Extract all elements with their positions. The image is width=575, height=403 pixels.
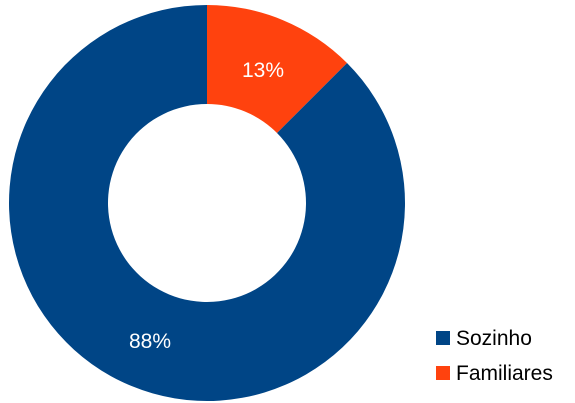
legend-label-sozinho: Sozinho — [456, 327, 532, 350]
donut-slices — [9, 5, 405, 401]
legend-label-familiares: Familiares — [456, 362, 553, 385]
slice-label-familiares: 13% — [242, 59, 284, 82]
legend-swatch-sozinho — [436, 331, 450, 345]
legend: Sozinho Familiares — [436, 327, 553, 385]
slice-label-sozinho: 88% — [129, 330, 171, 353]
legend-swatch-familiares — [436, 366, 450, 380]
slice-sozinho — [9, 5, 405, 401]
